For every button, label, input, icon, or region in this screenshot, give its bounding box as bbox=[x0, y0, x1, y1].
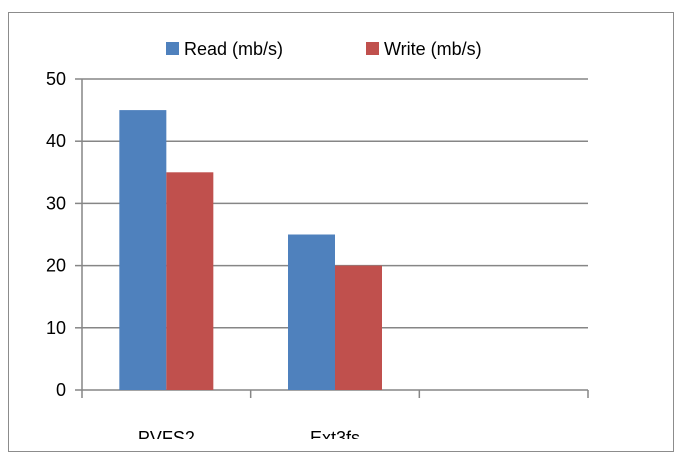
y-tick-label: 20 bbox=[46, 256, 66, 276]
y-tick-label: 0 bbox=[56, 380, 66, 400]
legend-swatch bbox=[366, 42, 379, 55]
bar-read-ext3fs bbox=[288, 234, 335, 390]
legend-label: Read (mb/s) bbox=[184, 39, 283, 59]
y-tick-label: 30 bbox=[46, 193, 66, 213]
legend-swatch bbox=[166, 42, 179, 55]
bar-chart: 0 10 20 30 40 50 PVFS2 Ext3fs Read (mb/s) Write… bbox=[46, 39, 589, 439]
x-tick-labels: PVFS2 Ext3fs bbox=[138, 428, 360, 439]
y-tick-label: 40 bbox=[46, 131, 66, 151]
bar-write-ext3fs bbox=[335, 265, 382, 390]
y-tick-label: 10 bbox=[46, 318, 66, 338]
y-tick-label: 50 bbox=[46, 69, 66, 89]
legend-label: Write (mb/s) bbox=[384, 39, 482, 59]
bar-write-pvfs2 bbox=[166, 172, 214, 390]
x-tick-label: Ext3fs bbox=[310, 428, 360, 439]
bars bbox=[119, 110, 382, 390]
y-tick-labels: 0 10 20 30 40 50 bbox=[46, 69, 66, 400]
x-tick-label: PVFS2 bbox=[138, 428, 195, 439]
legend: Read (mb/s) Write (mb/s) bbox=[166, 39, 482, 59]
bar-read-pvfs2 bbox=[119, 110, 167, 390]
